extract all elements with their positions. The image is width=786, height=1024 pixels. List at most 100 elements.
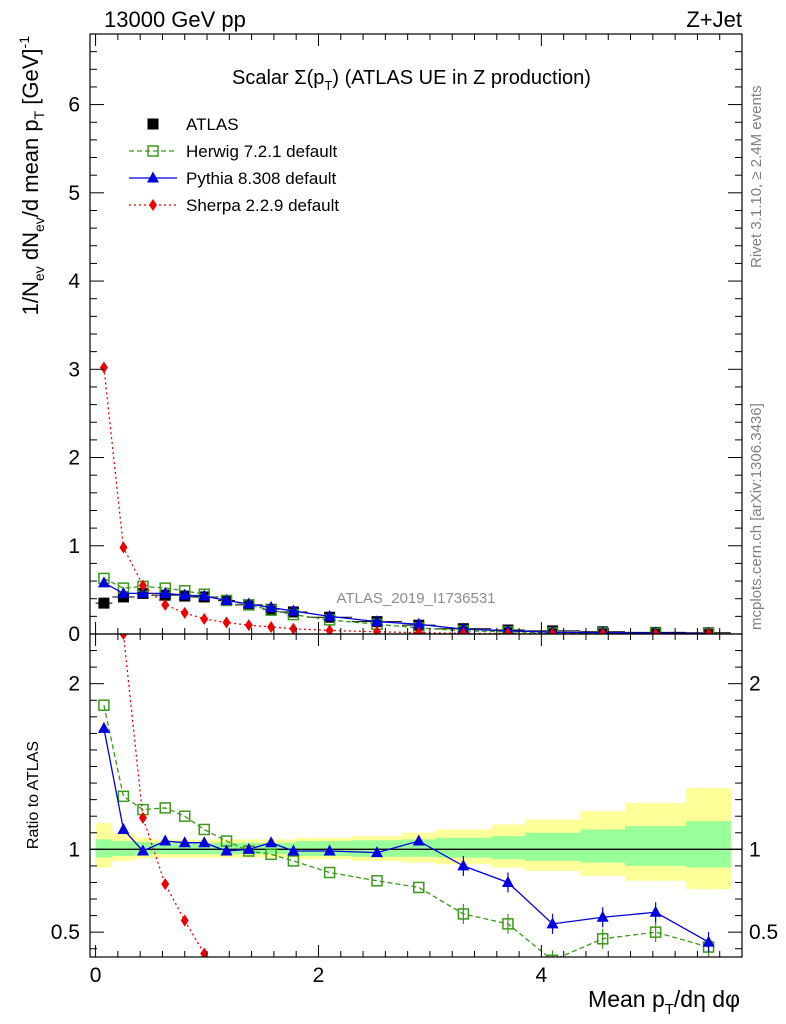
x-label-part: /dη dφ (674, 986, 740, 1012)
bottom-frame (89, 633, 743, 958)
chart-title-part: ) (ATLAS UE in Z production) (332, 67, 591, 89)
bottom-series-1-line (103, 705, 709, 957)
bottom-series-1-point-15 (546, 954, 559, 957)
bottom-series-2-point-7 (242, 842, 255, 854)
bottom-series-3 (119, 634, 209, 957)
top-series-2-point-11 (370, 615, 383, 627)
band-inner (95, 821, 731, 868)
bottom-panel-series (97, 634, 715, 957)
chart-title-sub: T (324, 78, 332, 93)
y-tick-label-bottom-right-1: 1 (749, 838, 761, 861)
top-series-3-point-5 (200, 613, 209, 625)
bottom-series-2-point-9 (287, 844, 300, 856)
y-tick-label-bottom-right-2: 2 (749, 673, 761, 696)
bottom-series-1-point-1 (117, 790, 130, 803)
top-series-2-point-3 (159, 586, 172, 598)
y-tick-label-bottom-left-2: 2 (68, 673, 80, 696)
y-tick-label-top-0: 0 (68, 623, 80, 646)
top-panel-series (95, 361, 731, 634)
bottom-series-2-point-17 (649, 905, 662, 917)
y-tick-label-top-3: 3 (68, 358, 80, 381)
y-tick-label-top-2: 2 (68, 447, 80, 470)
top-series-2-point-2 (136, 586, 149, 598)
legend-marker-3 (149, 199, 157, 211)
top-series-3-point-1 (119, 541, 128, 554)
top-series-3-point-8 (267, 620, 276, 633)
bottom-series-1-point-10 (323, 866, 336, 879)
x-axis-label: Mean pT/dη dφ (588, 986, 740, 1018)
y-label-part: dN (18, 232, 43, 266)
y-tick-label-bottom-left-1: 1 (68, 838, 80, 861)
bottom-series-2-point-12 (412, 834, 425, 846)
legend-marker-0 (147, 118, 159, 130)
x-label-sub: T (665, 1001, 674, 1018)
bottom-series-1-point-13 (457, 908, 470, 920)
top-series-3-point-18 (704, 627, 713, 634)
bottom-series-2-point-3 (159, 834, 172, 846)
legend-label-0: ATLAS (186, 115, 239, 134)
bottom-series-1-point-11 (371, 875, 383, 887)
bottom-series-3-point-1 (119, 634, 128, 640)
legend: ATLAS Herwig 7.2.1 default Pythia 8.308 de… (129, 115, 339, 215)
bottom-series-1-point-9 (287, 855, 300, 867)
bottom-series-2-point-15 (546, 917, 559, 929)
top-series-3-point-16 (598, 627, 607, 634)
top-series-2-point-10 (323, 609, 336, 621)
y-axis-label-bottom: Ratio to ATLAS (25, 741, 42, 849)
y-label-part: T (31, 110, 47, 119)
bottom-series-3-point-4 (180, 914, 189, 927)
top-series-2-point-4 (178, 588, 191, 600)
top-series-0-point-0 (98, 597, 110, 609)
bottom-series-2-point-11 (370, 846, 383, 858)
top-series-2-point-8 (265, 601, 278, 613)
bottom-series-2-point-16 (596, 910, 609, 922)
bottom-series-2-point-10 (323, 844, 336, 856)
bottom-series-1-point-4 (178, 810, 191, 822)
top-series-2-point-6 (220, 593, 233, 605)
top-series-3-point-10 (325, 624, 334, 634)
chart-title-part: Scalar Σ(p (232, 67, 324, 89)
y-tick-label-bottom-left-0: 0.5 (51, 921, 80, 944)
legend-marker-2 (147, 171, 159, 183)
y-tick-label-top-6: 6 (68, 94, 80, 117)
top-series-2-point-0 (97, 576, 110, 588)
bottom-series-1-point-3 (159, 802, 171, 814)
header-right: Z+Jet (686, 7, 742, 32)
band-outer (95, 788, 731, 890)
top-series-2-point-12 (412, 617, 425, 629)
top-series-3-point-9 (289, 622, 298, 634)
legend-label-1: Herwig 7.2.1 default (186, 142, 337, 161)
y-label-part: [GeV] (18, 48, 43, 110)
top-series-2-point-7 (242, 597, 255, 609)
chart-title: Scalar Σ(pT) (ATLAS UE in Z production) (232, 67, 591, 93)
bottom-series-2-point-5 (198, 836, 211, 848)
bottom-series-1-point-0 (98, 699, 110, 711)
y-tick-label-top-5: 5 (68, 182, 80, 205)
top-series-3-point-15 (548, 627, 557, 634)
bottom-series-3-point-5 (200, 947, 209, 957)
legend-marker-1 (147, 145, 159, 157)
header-left: 13000 GeV pp (104, 7, 246, 32)
x-tick-label-1: 2 (313, 964, 325, 987)
bottom-series-2-point-2 (136, 844, 149, 856)
x-label-part: Mean p (588, 986, 665, 1012)
top-series-3-point-14 (503, 627, 512, 634)
top-series-3-point-12 (414, 626, 423, 634)
bottom-series-2-point-18 (702, 935, 715, 947)
legend-label-2: Pythia 8.308 default (186, 169, 337, 188)
bottom-series-2-point-13 (457, 859, 470, 871)
bottom-series-1-point-12 (413, 881, 425, 894)
bottom-series-1-point-14 (502, 918, 514, 930)
ratio-bands (95, 788, 731, 890)
top-series-3-point-17 (651, 627, 660, 634)
bottom-series-3-point-2 (138, 811, 147, 824)
y-tick-label-top-1: 1 (68, 535, 80, 558)
top-series-3-point-11 (372, 625, 381, 634)
bottom-series-1-point-5 (198, 823, 210, 836)
bottom-series-3-line (122, 634, 205, 955)
bottom-series-2-point-8 (265, 836, 278, 848)
bottom-series-1-point-16 (596, 933, 609, 945)
bottom-series-2-point-4 (178, 836, 191, 848)
top-series-3-point-7 (244, 619, 253, 632)
